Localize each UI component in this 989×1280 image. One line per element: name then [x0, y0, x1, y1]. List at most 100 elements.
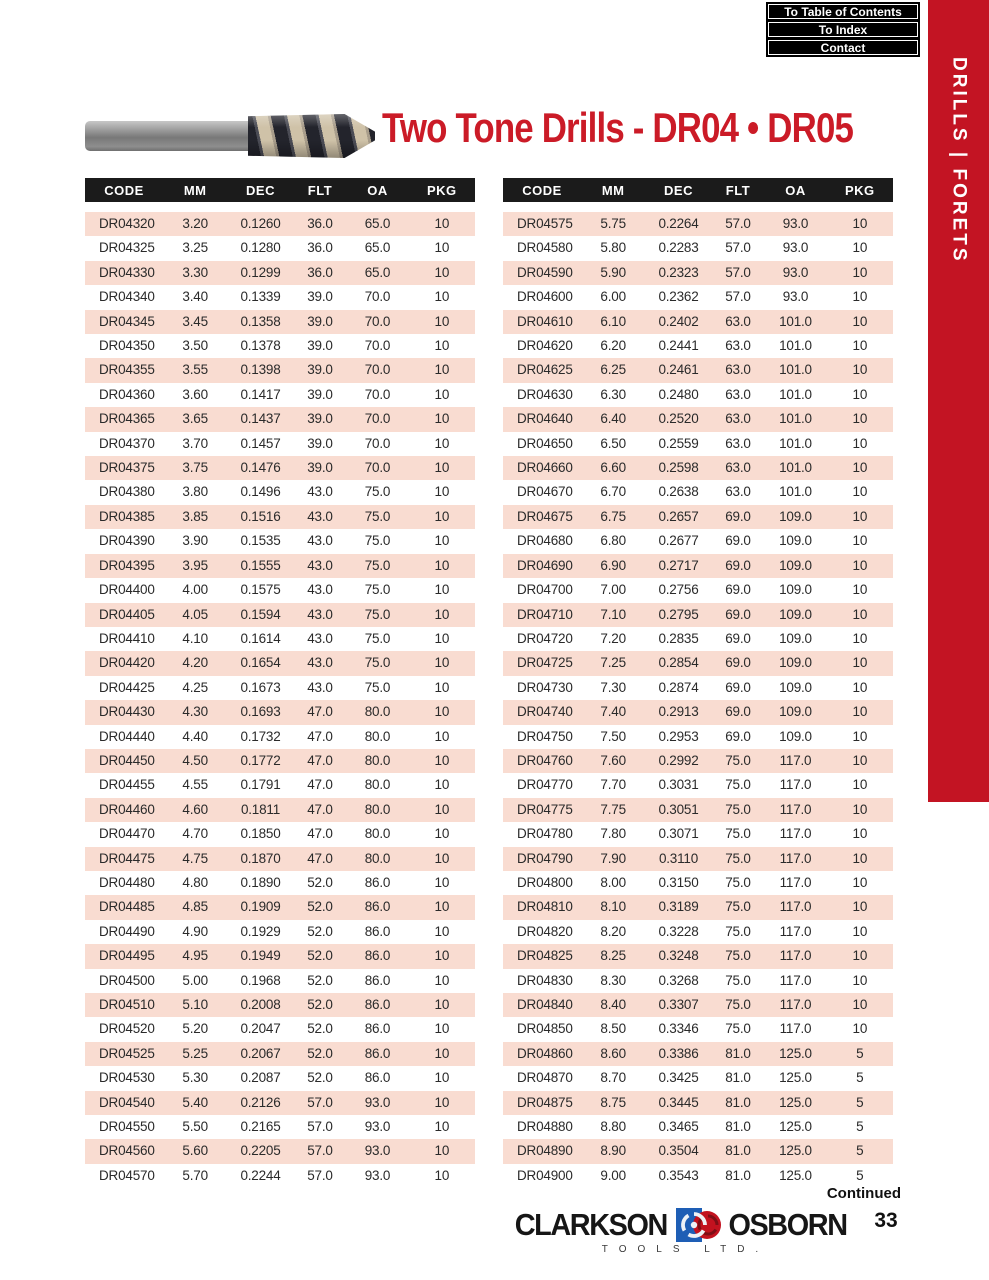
table-row: DR04790 7.90 0.3110 75.0 117.0 10	[503, 846, 893, 871]
table-row: DR04675 6.75 0.2657 69.0 109.0 10	[503, 504, 893, 530]
cell-mm: 5.50	[182, 1119, 208, 1135]
cell-pkg: 10	[434, 313, 450, 329]
table-row: DR04395 3.95 0.1555 43.0 75.0 10	[85, 553, 475, 579]
table-row: DR04730 7.30 0.2874 69.0 109.0 10	[503, 676, 893, 700]
cell-mm: 4.80	[182, 874, 208, 890]
cell-flt: 63.0	[725, 313, 751, 329]
cell-mm: 6.90	[600, 557, 626, 573]
cell-pkg: 10	[852, 216, 868, 231]
cell-mm: 6.60	[600, 460, 626, 476]
cell-code: DR04360	[99, 386, 155, 402]
table-row: DR04420 4.20 0.1654 43.0 75.0 10	[85, 651, 475, 676]
cell-dec: 0.3425	[658, 1070, 699, 1086]
cell-code: DR04820	[517, 923, 573, 939]
logo-word-osborn: OSBORN	[728, 1207, 849, 1242]
cell-code: DR04620	[517, 338, 573, 354]
cell-flt: 69.0	[725, 533, 751, 549]
cell-dec: 0.3504	[658, 1143, 699, 1159]
cell-oa: 75.0	[364, 557, 391, 573]
cell-flt: 57.0	[725, 216, 751, 231]
cell-dec: 0.2205	[240, 1143, 281, 1159]
cell-mm: 7.20	[600, 630, 626, 646]
cell-oa: 101.0	[779, 435, 812, 451]
cell-code: DR04355	[99, 362, 155, 378]
section-side-tab-label: DRILLS | FORETS	[948, 57, 970, 264]
cell-code: DR04380	[99, 484, 155, 500]
cell-mm: 3.20	[182, 216, 208, 231]
cell-pkg: 10	[434, 264, 450, 280]
cell-pkg: 5	[856, 1119, 864, 1135]
cell-code: DR04530	[99, 1070, 155, 1086]
section-side-tab: DRILLS | FORETS	[928, 0, 989, 802]
cell-code: DR04680	[517, 533, 573, 549]
cell-mm: 8.30	[600, 972, 626, 988]
cell-code: DR04420	[99, 655, 155, 671]
cell-flt: 75.0	[725, 777, 751, 793]
cell-oa: 80.0	[364, 752, 391, 768]
cell-oa: 70.0	[364, 313, 391, 329]
cell-mm: 3.40	[182, 289, 208, 305]
cell-pkg: 10	[852, 240, 868, 256]
cell-dec: 0.2244	[240, 1167, 281, 1183]
column-header-dec: DEC	[664, 182, 693, 198]
cell-flt: 52.0	[307, 1045, 333, 1061]
header-gap-row	[503, 202, 893, 212]
cell-mm: 5.75	[600, 216, 626, 231]
table-row: DR04460 4.60 0.1811 47.0 80.0 10	[85, 797, 475, 823]
cell-mm: 3.95	[182, 557, 208, 573]
cell-dec: 0.2008	[240, 997, 281, 1012]
cell-dec: 0.2461	[658, 362, 699, 378]
table-row: DR04590 5.90 0.2323 57.0 93.0 10	[503, 260, 893, 286]
contact-button[interactable]: Contact	[768, 40, 918, 55]
table-header-row: CODE MM DEC FLT OA PKG	[85, 178, 475, 202]
cell-dec: 0.1496	[240, 484, 281, 500]
cell-flt: 43.0	[307, 655, 333, 671]
cell-code: DR04775	[517, 801, 573, 817]
cell-pkg: 10	[434, 752, 450, 768]
cell-mm: 6.70	[600, 484, 626, 500]
cell-flt: 47.0	[307, 752, 333, 768]
cell-dec: 0.3071	[658, 826, 699, 842]
table-row: DR04800 8.00 0.3150 75.0 117.0 10	[503, 871, 893, 895]
cell-code: DR04500	[99, 972, 155, 988]
cell-flt: 75.0	[725, 997, 751, 1012]
table-row: DR04550 5.50 0.2165 57.0 93.0 10	[85, 1115, 475, 1139]
drill-table-left: CODE MM DEC FLT OA PKG DR04320 3.20 0.1260…	[85, 178, 475, 1188]
cell-dec: 0.2126	[240, 1094, 281, 1110]
cell-dec: 0.1378	[240, 338, 281, 354]
cell-pkg: 10	[852, 533, 868, 549]
cell-dec: 0.1732	[240, 728, 281, 744]
cell-pkg: 10	[852, 264, 868, 280]
cell-oa: 80.0	[364, 826, 391, 842]
cell-code: DR04720	[517, 630, 573, 646]
cell-dec: 0.3386	[658, 1045, 699, 1061]
cell-code: DR04830	[517, 972, 573, 988]
table-row: DR04720 7.20 0.2835 69.0 109.0 10	[503, 627, 893, 651]
table-row: DR04370 3.70 0.1457 39.0 70.0 10	[85, 432, 475, 456]
cell-dec: 0.1870	[240, 850, 281, 866]
cell-mm: 5.00	[182, 972, 208, 988]
cell-flt: 69.0	[725, 508, 751, 524]
table-row: DR04500 5.00 0.1968 52.0 86.0 10	[85, 969, 475, 993]
cell-oa: 117.0	[779, 874, 812, 890]
cell-code: DR04490	[99, 923, 155, 939]
cell-pkg: 10	[434, 679, 450, 695]
cell-dec: 0.3031	[658, 777, 699, 793]
cell-pkg: 5	[856, 1070, 864, 1086]
drill-bit-image	[85, 114, 375, 158]
cell-dec: 0.1791	[240, 777, 281, 793]
cell-oa: 80.0	[364, 728, 391, 744]
cell-code: DR04460	[99, 801, 155, 817]
cell-mm: 8.75	[600, 1094, 626, 1110]
cell-pkg: 10	[434, 1094, 450, 1110]
to-index-button[interactable]: To Index	[768, 22, 918, 37]
to-table-of-contents-button[interactable]: To Table of Contents	[768, 4, 918, 19]
cell-dec: 0.1398	[240, 362, 281, 378]
table-row: DR04750 7.50 0.2953 69.0 109.0 10	[503, 725, 893, 749]
table-row: DR04770 7.70 0.3031 75.0 117.0 10	[503, 773, 893, 797]
cell-dec: 0.1772	[240, 752, 281, 768]
cell-pkg: 10	[852, 655, 868, 671]
cell-flt: 52.0	[307, 997, 333, 1012]
cell-dec: 0.3248	[658, 948, 699, 964]
cell-mm: 3.45	[182, 313, 208, 329]
